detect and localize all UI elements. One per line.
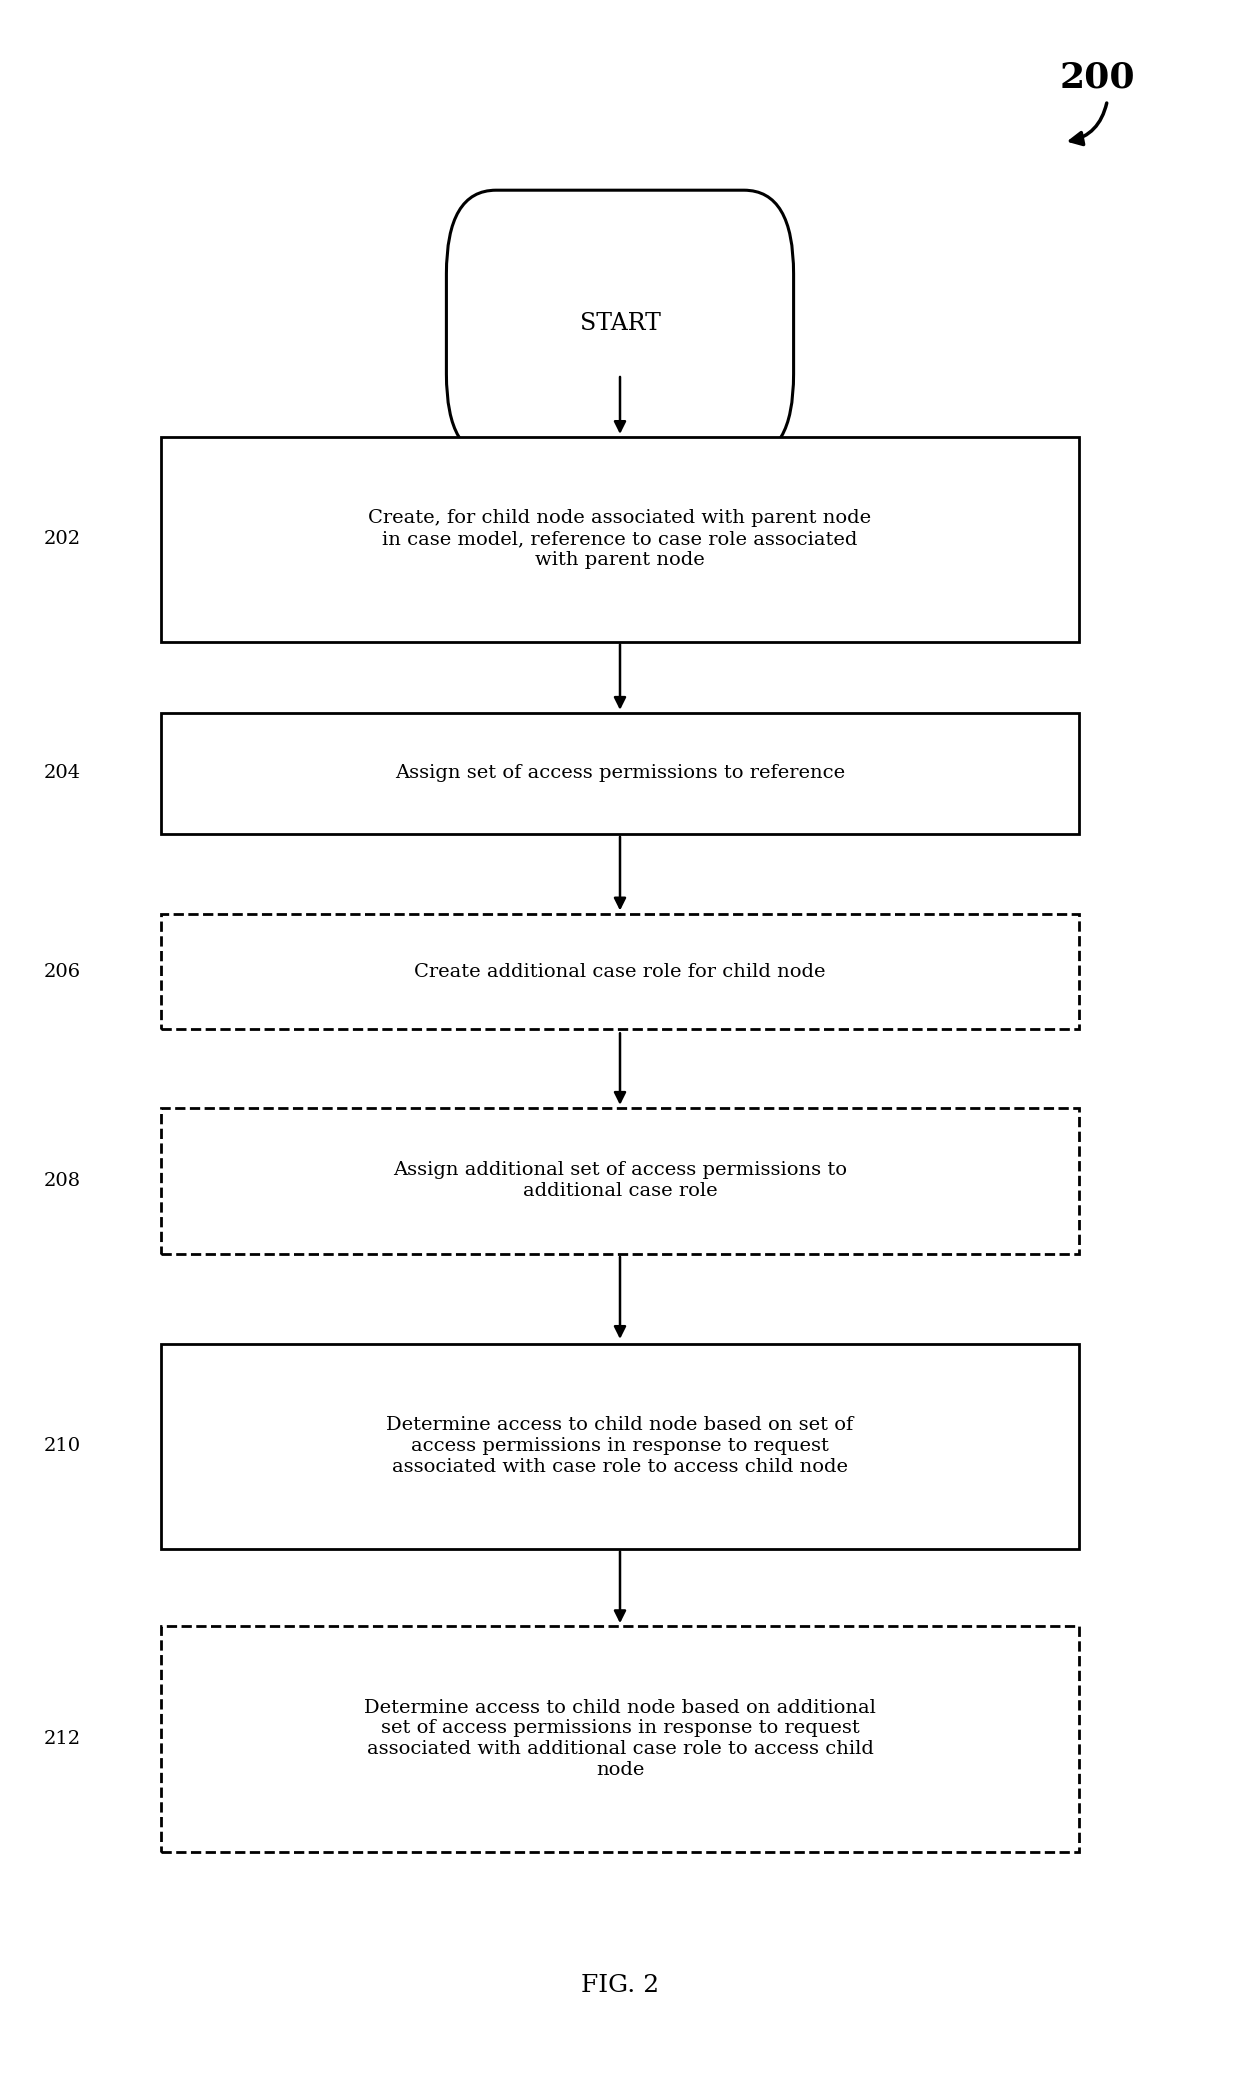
Text: START: START [579, 311, 661, 336]
Text: Create additional case role for child node: Create additional case role for child no… [414, 963, 826, 980]
Text: Determine access to child node based on additional
set of access permissions in : Determine access to child node based on … [365, 1699, 875, 1779]
FancyBboxPatch shape [161, 913, 1079, 1028]
FancyBboxPatch shape [161, 1344, 1079, 1549]
Text: 202: 202 [43, 531, 81, 548]
FancyBboxPatch shape [161, 437, 1079, 642]
Text: 206: 206 [43, 963, 81, 980]
Text: Assign set of access permissions to reference: Assign set of access permissions to refe… [394, 765, 846, 782]
FancyBboxPatch shape [161, 713, 1079, 834]
Text: Create, for child node associated with parent node
in case model, reference to c: Create, for child node associated with p… [368, 510, 872, 568]
Text: 200: 200 [1060, 61, 1135, 94]
Text: Determine access to child node based on set of
access permissions in response to: Determine access to child node based on … [387, 1417, 853, 1476]
Text: 212: 212 [43, 1731, 81, 1747]
Text: 210: 210 [43, 1438, 81, 1455]
Text: 204: 204 [43, 765, 81, 782]
Text: Assign additional set of access permissions to
additional case role: Assign additional set of access permissi… [393, 1162, 847, 1200]
Text: FIG. 2: FIG. 2 [580, 1973, 660, 1998]
FancyBboxPatch shape [446, 190, 794, 458]
Text: 208: 208 [43, 1172, 81, 1189]
FancyBboxPatch shape [161, 1108, 1079, 1254]
FancyBboxPatch shape [161, 1626, 1079, 1852]
